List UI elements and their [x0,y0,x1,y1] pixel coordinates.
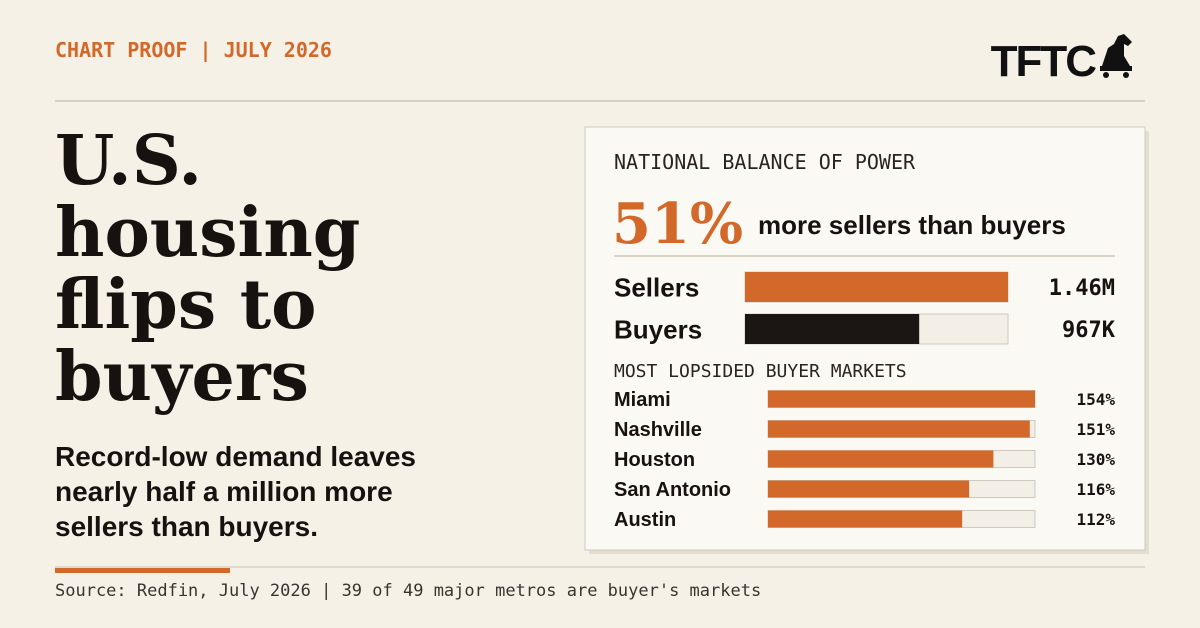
category-label: San Antonio [614,479,731,501]
bar [745,272,1008,302]
category-label: Houston [614,449,695,471]
kicker: CHART PROOF | JULY 2026 [55,38,332,62]
headline-line: housing [55,193,360,273]
value-label: 154% [1076,390,1115,409]
brand-icon [1100,34,1132,78]
headline-line: flips to [55,265,317,345]
accent-bar [55,568,230,573]
value-label: 112% [1076,510,1115,529]
subhead-line: Record-low demand leaves [55,441,416,472]
bar [745,314,920,344]
panel-title: NATIONAL BALANCE OF POWER [614,150,916,174]
subhead: Record-low demand leaves nearly half a mi… [55,441,416,542]
category-label: Nashville [614,419,702,441]
value-label: 967K [1062,318,1116,343]
bars: Sellers 1.46M Buyers 967K Miami 154% Nashville… [614,271,1116,531]
source: Source: Redfin, July 2026 | 39 of 49 maj… [55,581,761,601]
subhead-line: sellers than buyers. [55,511,318,542]
category-label: Miami [614,389,671,411]
chart-title: MOST LOPSIDED BUYER MARKETS [614,361,907,382]
bar [768,510,963,528]
bar [768,420,1030,438]
stat-text: more sellers than buyers [758,210,1066,240]
value-label: 1.46M [1049,276,1115,301]
bar [768,450,994,468]
bar [768,480,970,498]
bar [768,390,1035,408]
brand: TFTC [991,37,1097,86]
headline-line: buyers [55,337,309,417]
category-label: Buyers [614,314,702,344]
headline-line: U.S. [55,121,202,201]
category-label: Sellers [614,272,699,302]
stat: 51% [612,191,743,257]
value-label: 130% [1076,450,1115,469]
category-label: Austin [614,509,676,531]
value-label: 151% [1076,420,1115,439]
value-label: 116% [1076,480,1115,499]
subhead-line: nearly half a million more [55,476,393,507]
